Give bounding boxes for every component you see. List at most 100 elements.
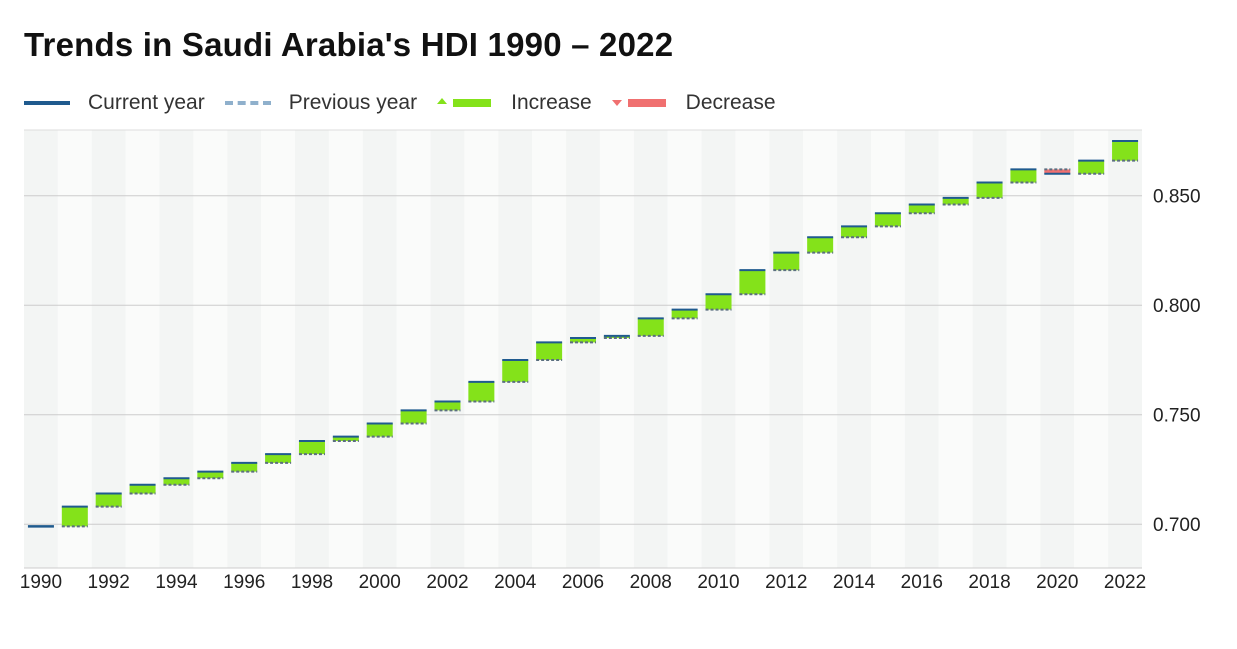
background-band (125, 130, 160, 568)
x-tick-label: 2022 (1104, 572, 1146, 593)
increase-bar (637, 318, 664, 336)
background-band (972, 130, 1007, 568)
legend-bar-increase (453, 99, 492, 107)
background-band (159, 130, 194, 568)
x-tick-label: 2012 (765, 572, 807, 593)
increase-bar (807, 237, 834, 253)
legend-item-decrease[interactable]: Decrease (611, 91, 776, 115)
x-tick-label: 2014 (833, 572, 876, 593)
background-band (295, 130, 329, 568)
triangle-down-icon (611, 100, 622, 106)
increase-bar (1010, 169, 1037, 183)
chart-title: Trends in Saudi Arabia's HDI 1990 – 2022 (24, 26, 674, 63)
increase-bar (671, 309, 698, 319)
y-tick-label: 0.700 (1153, 515, 1201, 536)
increase-bar (705, 294, 732, 310)
increase-bar (773, 252, 800, 271)
increase-bar (129, 484, 156, 494)
increase-bar (1078, 160, 1105, 174)
increase-bar (1112, 140, 1139, 161)
background-band (599, 130, 634, 568)
background-band (227, 130, 262, 568)
x-tick-label: 1998 (291, 572, 333, 593)
legend-item-current-year[interactable]: Current year (24, 91, 205, 115)
background-band (57, 130, 92, 568)
background-band (396, 130, 431, 568)
increase-bar (739, 270, 766, 295)
increase-bar (231, 462, 258, 472)
x-tick-label: 1994 (155, 572, 198, 593)
x-tick-label: 2018 (968, 572, 1010, 593)
increase-bar (366, 423, 393, 437)
legend-label-current-year: Current year (88, 91, 205, 114)
increase-bar (976, 182, 1003, 198)
increase-bar (332, 436, 359, 441)
legend-swatch-decrease (611, 93, 668, 113)
background-band (362, 130, 397, 568)
background-band (498, 130, 533, 568)
legend-item-increase[interactable]: Increase (437, 91, 592, 115)
x-tick-label: 2008 (630, 572, 672, 593)
y-tick-label: 0.850 (1153, 187, 1201, 208)
background-band (464, 130, 499, 568)
increase-bar (95, 493, 122, 507)
increase-bar (61, 506, 88, 527)
increase-bar (163, 478, 190, 485)
background-band (870, 130, 905, 568)
background-band (430, 130, 465, 568)
x-tick-label: 2010 (697, 572, 739, 593)
increase-bar (502, 359, 529, 382)
legend-swatch-current-year (24, 93, 70, 113)
x-tick-label: 1992 (88, 572, 130, 593)
legend-label-decrease: Decrease (685, 91, 776, 114)
background-band (24, 130, 58, 568)
increase-bar (603, 335, 630, 339)
x-tick-label: 2002 (426, 572, 468, 593)
background-band (1040, 130, 1075, 568)
x-tick-label: 2006 (562, 572, 604, 593)
y-tick-label: 0.750 (1153, 406, 1201, 427)
increase-bar (434, 401, 461, 411)
decrease-bar (1044, 169, 1071, 174)
triangle-up-icon (437, 98, 448, 104)
x-tick-label: 2000 (359, 572, 401, 593)
increase-bar (265, 454, 292, 463)
increase-bar (942, 197, 969, 205)
background-band (1006, 130, 1041, 568)
increase-bar (874, 213, 901, 227)
y-tick-label: 0.800 (1153, 296, 1201, 317)
increase-bar (536, 342, 563, 360)
legend-label-previous-year: Previous year (288, 91, 418, 114)
background-band (633, 130, 668, 568)
background-band (328, 130, 363, 568)
increase-bar (400, 410, 427, 424)
legend-swatch-previous-year (224, 93, 271, 113)
increase-bar (570, 338, 596, 343)
legend-bar-decrease (627, 99, 666, 107)
background-band (1108, 130, 1142, 568)
increase-bar (298, 440, 325, 455)
background-band (193, 130, 228, 568)
legend-item-previous-year[interactable]: Previous year (224, 91, 418, 115)
x-tick-label: 2004 (494, 572, 537, 593)
background-band (837, 130, 871, 568)
chart-legend: Current year Previous year Increase Decr… (24, 88, 796, 118)
background-band (1074, 130, 1109, 568)
x-tick-label: 2020 (1036, 572, 1078, 593)
increase-bar (841, 226, 868, 238)
background-band (803, 130, 838, 568)
x-tick-label: 1990 (20, 572, 62, 593)
background-band (667, 130, 702, 568)
increase-bar (908, 204, 935, 214)
background-band (769, 130, 804, 568)
background-band (904, 130, 939, 568)
x-tick-label: 1996 (223, 572, 265, 593)
increase-bar (197, 471, 224, 479)
background-band (701, 130, 736, 568)
background-band (735, 130, 770, 568)
background-band (566, 130, 600, 568)
legend-swatch-increase (437, 93, 493, 113)
background-band (261, 130, 296, 568)
legend-label-increase: Increase (511, 91, 592, 114)
